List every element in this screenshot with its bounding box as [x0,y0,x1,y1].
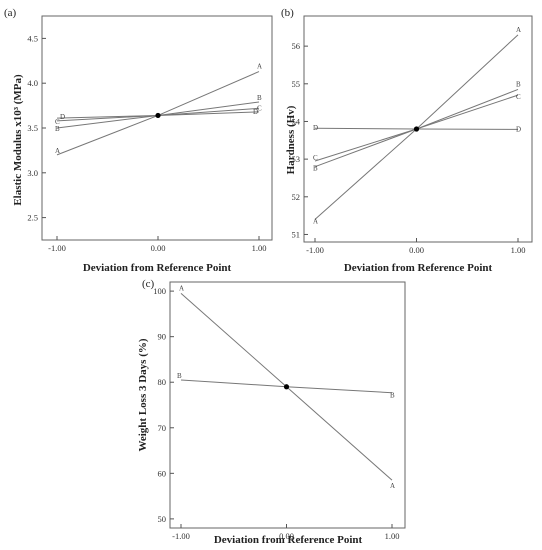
y-tick-label: 52 [292,192,301,202]
y-tick-label: 90 [158,332,167,342]
series-label-b: B [55,125,60,133]
panel-a-label: (a) [4,7,17,19]
series-label-b: B [177,372,182,380]
series-label-a: A [257,63,262,71]
y-tick-label: 3.5 [27,123,38,133]
panel-b-xlabel: Deviation from Reference Point [344,262,493,274]
series-label-a: A [55,147,60,155]
y-tick-label: 54 [292,116,301,126]
x-tick-label: 1.00 [252,243,267,253]
series-label-a: A [516,26,521,34]
series-label-a: A [313,217,318,225]
panel-c-plot: 50 60 70 80 90 100 -1.00 0.00 1.00 A A B B [153,281,406,541]
y-tick-label: 4.5 [27,33,38,43]
series-label-b: B [313,165,318,173]
reference-point [413,126,420,132]
panel-a-ylabel: Elastic Modulus x10³ (MPa) [12,74,24,206]
series-label-d: D [516,125,521,133]
reference-point [155,112,161,119]
y-tick-label: 3.0 [27,168,38,178]
series-label-a: A [179,284,184,292]
series-label-c: C [313,154,318,162]
plot-frame [41,15,273,241]
panel-c-ylabel: Weight Loss 3 Days (%) [137,338,149,451]
panel-b-ylabel: Hardness (Hv) [285,105,297,174]
y-tick-label: 53 [292,154,301,164]
panel-c-label: (c) [142,278,155,290]
series-label-c: C [257,104,262,112]
y-tick-label: 51 [292,229,301,239]
x-tick-label: 1.00 [385,531,400,541]
series-label-b: B [390,392,395,400]
series-label-d: D [60,113,65,121]
y-tick-label: 2.5 [27,213,38,223]
series-label-d: D [313,124,318,132]
x-tick-label: 0.00 [409,245,424,255]
series-label-c: C [516,93,521,101]
y-tick-label: 4.0 [27,78,38,88]
plot-frame [169,281,406,529]
y-tick-label: 60 [158,468,167,478]
panel-c: (c) Weight Loss 3 Days (%) Deviation fro… [137,278,406,546]
series-label-b: B [516,80,521,88]
plot-frame [303,15,533,243]
reference-point [283,384,290,390]
y-tick-label: 70 [158,423,167,433]
x-tick-label: 0.00 [279,531,294,541]
x-tick-label: -1.00 [48,243,66,253]
panel-a: (a) Elastic Modulus x10³ (MPa) Deviation… [4,7,273,274]
y-tick-label: 80 [158,377,167,387]
y-tick-label: 55 [292,79,301,89]
panel-a-xlabel: Deviation from Reference Point [83,262,232,274]
x-tick-label: 1.00 [511,245,526,255]
panel-b: (b) Hardness (Hv) Deviation from Referen… [281,7,533,274]
y-tick-label: 56 [292,41,301,51]
series-label-d: D [253,108,258,116]
series-label-c: C [55,118,60,126]
series-label-b: B [257,94,262,102]
x-tick-label: -1.00 [172,531,190,541]
x-tick-label: 0.00 [151,243,166,253]
x-tick-label: -1.00 [306,245,324,255]
y-tick-label: 100 [153,286,166,296]
panel-b-label: (b) [281,7,294,19]
series-label-a: A [390,482,395,490]
y-tick-label: 50 [158,514,167,524]
panel-c-xlabel: Deviation from Reference Point [214,534,363,546]
